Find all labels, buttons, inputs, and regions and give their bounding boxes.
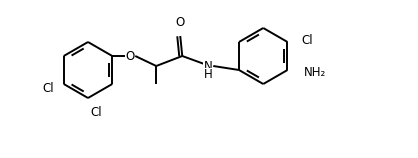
Text: N: N	[204, 60, 213, 73]
Text: O: O	[126, 49, 135, 63]
Text: H: H	[204, 69, 213, 82]
Text: NH₂: NH₂	[303, 66, 326, 79]
Text: Cl: Cl	[301, 33, 313, 46]
Text: Cl: Cl	[42, 82, 54, 95]
Text: Cl: Cl	[90, 106, 102, 119]
Text: O: O	[176, 16, 185, 29]
